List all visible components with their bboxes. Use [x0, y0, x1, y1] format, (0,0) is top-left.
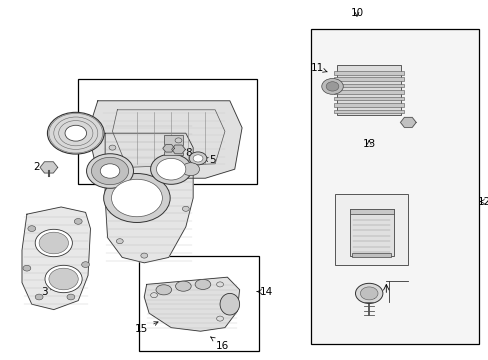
Polygon shape	[105, 133, 193, 263]
Bar	[333, 110, 404, 113]
Circle shape	[100, 164, 120, 178]
Polygon shape	[144, 277, 239, 331]
Text: 15: 15	[135, 322, 158, 334]
Circle shape	[193, 155, 203, 162]
Polygon shape	[171, 145, 185, 154]
Bar	[333, 90, 404, 94]
Circle shape	[103, 174, 170, 222]
Ellipse shape	[220, 293, 239, 315]
Bar	[333, 103, 404, 107]
Text: 12: 12	[476, 197, 488, 207]
Ellipse shape	[195, 279, 210, 289]
Bar	[139, 256, 259, 351]
Circle shape	[175, 138, 182, 143]
Circle shape	[355, 283, 382, 303]
Bar	[310, 29, 478, 344]
Circle shape	[321, 78, 343, 94]
Circle shape	[81, 262, 89, 267]
Polygon shape	[22, 207, 90, 310]
Circle shape	[23, 265, 31, 271]
Text: 13: 13	[362, 139, 375, 149]
Circle shape	[216, 282, 223, 287]
Text: 10: 10	[350, 8, 363, 18]
Circle shape	[156, 158, 185, 180]
Text: 14: 14	[257, 287, 273, 297]
Circle shape	[150, 293, 157, 298]
Text: 8: 8	[181, 148, 191, 158]
Bar	[333, 84, 404, 87]
Circle shape	[45, 265, 82, 293]
Polygon shape	[400, 117, 415, 127]
Circle shape	[47, 112, 104, 154]
Text: 4: 4	[141, 180, 147, 190]
Circle shape	[39, 232, 68, 254]
Bar	[349, 209, 393, 256]
Circle shape	[91, 157, 128, 185]
Circle shape	[74, 219, 82, 224]
Bar	[337, 65, 400, 115]
Circle shape	[35, 229, 72, 257]
Text: 9: 9	[165, 148, 172, 158]
Bar	[333, 97, 404, 100]
Text: 3: 3	[41, 286, 53, 297]
Bar	[333, 71, 404, 75]
Bar	[351, 253, 390, 257]
Circle shape	[65, 125, 86, 141]
Ellipse shape	[156, 285, 171, 295]
Bar	[349, 209, 393, 214]
Bar	[334, 194, 407, 265]
Polygon shape	[163, 145, 174, 152]
Circle shape	[141, 253, 147, 258]
Circle shape	[116, 239, 123, 244]
Text: 7: 7	[77, 132, 94, 142]
Circle shape	[106, 170, 113, 175]
Bar	[333, 77, 404, 81]
Text: 11: 11	[310, 63, 326, 73]
Circle shape	[325, 82, 338, 91]
Text: 2: 2	[33, 162, 48, 172]
Circle shape	[216, 316, 223, 321]
Bar	[163, 135, 183, 155]
Circle shape	[86, 154, 133, 188]
Circle shape	[35, 294, 43, 300]
Ellipse shape	[175, 281, 191, 291]
Circle shape	[182, 206, 189, 211]
Circle shape	[182, 163, 199, 176]
Circle shape	[67, 294, 75, 300]
Circle shape	[150, 154, 191, 184]
Text: 1: 1	[53, 130, 67, 141]
Bar	[78, 79, 256, 184]
Text: 16: 16	[210, 337, 229, 351]
Circle shape	[189, 152, 206, 165]
Text: 5: 5	[203, 155, 216, 165]
Circle shape	[111, 179, 162, 217]
Text: 6: 6	[102, 171, 112, 181]
Circle shape	[360, 287, 377, 300]
Circle shape	[49, 268, 78, 290]
Circle shape	[109, 145, 116, 150]
Polygon shape	[40, 162, 58, 173]
Polygon shape	[88, 101, 242, 178]
Circle shape	[28, 226, 36, 231]
